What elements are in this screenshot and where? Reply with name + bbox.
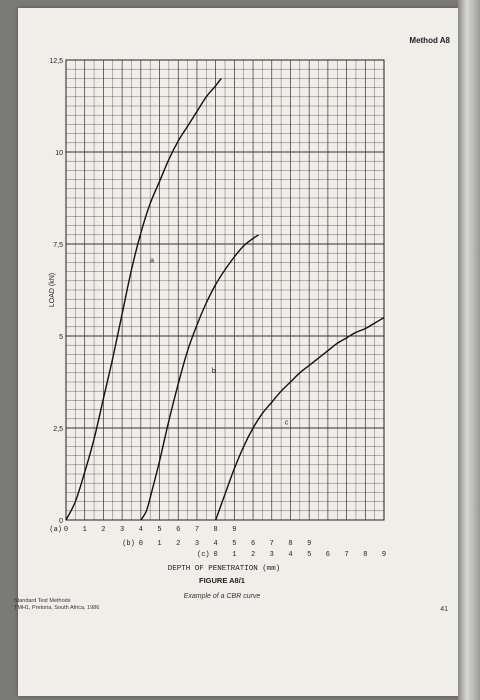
footer-citation: Standard Test Methods TMH1, Pretoria, So… (14, 598, 99, 612)
page-number: 41 (440, 606, 448, 613)
x-tick-label: 8 (363, 551, 367, 559)
x-axis-label: DEPTH OF PENETRATION (mm) (168, 565, 281, 573)
x-tick-label: 2 (176, 540, 180, 548)
x-tick-label: 7 (344, 551, 348, 559)
curve-label-c: c (285, 419, 289, 426)
x-tick-label: 5 (157, 526, 161, 534)
axis-row-label: (b) (122, 540, 135, 548)
x-tick-label: 3 (120, 526, 124, 534)
y-tick-label: 5 (59, 334, 63, 341)
y-tick-label: 7,5 (53, 242, 63, 249)
y-tick-label: 0 (59, 518, 63, 525)
curve-a (65, 77, 222, 521)
x-tick-label: 9 (382, 551, 386, 559)
curve-b (140, 234, 260, 521)
x-tick-labels: (a) 0 1 2 3 4 5 6 7 8 9(b) 0 1 2 3 4 5 6 7 8 9(c) 0 1 2 3 4 5 6 7 8 9 (49, 526, 386, 559)
x-tick-label: 6 (326, 551, 330, 559)
x-tick-label: 8 (288, 540, 292, 548)
x-tick-label: 1 (232, 551, 236, 559)
y-axis-label: LOAD (kN) (49, 273, 56, 307)
figure-caption: Example of a CBR curve (184, 593, 261, 600)
x-tick-label: 4 (139, 526, 143, 534)
page-edge (458, 0, 480, 700)
x-tick-label: 5 (307, 551, 311, 559)
x-tick-label: 4 (214, 540, 218, 548)
y-tick-label: 2,5 (53, 426, 63, 433)
axis-row-label: (c) (197, 551, 210, 559)
axis-row-label: (a) (49, 526, 62, 534)
x-tick-label: 7 (195, 526, 199, 534)
footer-line-1: Standard Test Methods (14, 598, 71, 604)
y-tick-label: 10 (55, 150, 63, 157)
chart-grid (65, 59, 385, 521)
x-tick-label: 4 (288, 551, 292, 559)
curve-c (214, 316, 385, 521)
curve-label-b: b (212, 368, 216, 375)
x-tick-label: 0 (139, 540, 143, 548)
x-tick-label: 9 (307, 540, 311, 548)
x-tick-label: 7 (270, 540, 274, 548)
x-tick-label: 6 (176, 526, 180, 534)
chart-curves: a b c (65, 77, 385, 521)
x-tick-label: 6 (251, 540, 255, 548)
curve-label-a: a (150, 257, 154, 264)
x-tick-label: 3 (195, 540, 199, 548)
document-page (18, 8, 458, 696)
x-tick-label: 1 (83, 526, 87, 534)
x-tick-label: 0 (64, 526, 68, 534)
y-tick-label: 12,5 (49, 58, 63, 65)
x-tick-label: 9 (232, 526, 236, 534)
x-tick-label: 3 (270, 551, 274, 559)
x-tick-label: 2 (101, 526, 105, 534)
plot-frame (65, 59, 385, 521)
x-tick-label: 1 (157, 540, 161, 548)
y-tick-labels: 0 2,5 5 7,5 10 12,5 (49, 58, 63, 525)
figure-title: FIGURE A8/1 (199, 576, 245, 585)
x-tick-label: 5 (232, 540, 236, 548)
x-tick-label: 2 (251, 551, 255, 559)
x-tick-label: 0 (214, 551, 218, 559)
section-header: Method A8 (409, 36, 450, 45)
x-tick-label: 8 (214, 526, 218, 534)
footer-line-2: TMH1, Pretoria, South Africa, 1986 (14, 605, 100, 611)
